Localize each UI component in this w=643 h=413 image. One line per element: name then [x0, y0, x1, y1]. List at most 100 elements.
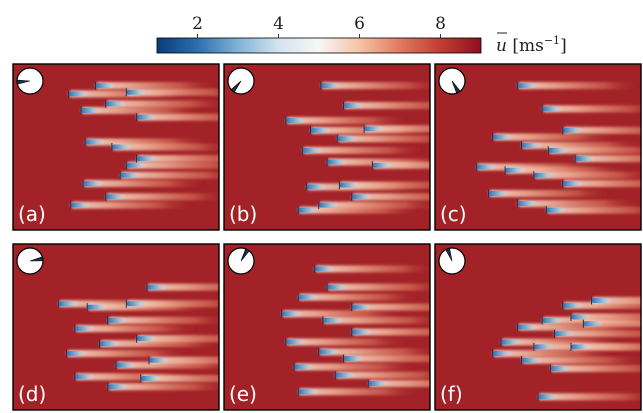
panel-frame — [223, 243, 431, 411]
turbine-deficit — [542, 317, 563, 323]
turbine-wake — [521, 356, 641, 364]
turbine-wake — [298, 293, 422, 301]
turbine-deficit — [136, 114, 157, 120]
turbine-wake — [80, 106, 205, 114]
colorbar-tick-label: 4 — [273, 14, 284, 34]
turbine-deficit — [591, 297, 612, 303]
panel-field — [224, 64, 430, 230]
colorbar-gradient — [156, 37, 482, 54]
turbine-wake — [314, 265, 430, 273]
turbine-wake — [95, 82, 219, 90]
turbine-wake — [281, 310, 406, 318]
turbine-deficit — [107, 384, 128, 390]
turbine-deficit — [488, 190, 509, 196]
panel-label: (a) — [18, 202, 46, 226]
colorbar-tick-label: 2 — [192, 14, 203, 34]
wind-direction-wedge — [230, 80, 242, 93]
turbine-deficit — [337, 136, 358, 142]
turbine-wake — [66, 350, 191, 358]
turbine-deficit — [298, 294, 319, 300]
turbine-deficit — [550, 366, 571, 371]
panel-frame — [434, 243, 642, 411]
turbine-wake — [140, 374, 219, 382]
turbine-deficit — [492, 351, 513, 357]
turbine-wake — [70, 201, 195, 209]
panel-field — [435, 64, 641, 230]
turbine-wake — [285, 116, 410, 124]
turbine-deficit — [111, 144, 132, 150]
turbine-wake — [337, 135, 430, 143]
panel-frame — [434, 63, 642, 231]
turbine-deficit — [146, 284, 167, 290]
turbine-wake — [107, 316, 219, 324]
turbine-deficit — [517, 200, 538, 206]
turbine-deficit — [126, 89, 147, 95]
turbine-wake — [533, 171, 641, 179]
turbine-deficit — [322, 317, 343, 323]
turbine-deficit — [562, 181, 583, 187]
turbine-wake — [517, 82, 641, 90]
turbine-wake — [105, 193, 219, 201]
turbine-deficit — [533, 172, 554, 178]
turbine-deficit — [83, 181, 104, 187]
panel-b: (b) — [223, 63, 431, 231]
turbine-deficit — [517, 83, 538, 89]
wind-direction-wedge — [445, 247, 453, 262]
panel-field — [13, 244, 219, 410]
panel-frame — [223, 63, 431, 231]
turbine-wake — [320, 82, 430, 90]
wind-direction-wedge — [451, 80, 461, 94]
turbine-deficit — [107, 317, 128, 323]
turbine-wake — [298, 388, 422, 396]
turbine-deficit — [364, 126, 385, 132]
turbine-deficit — [320, 83, 341, 89]
turbine-deficit — [87, 304, 108, 310]
turbine-deficit — [542, 106, 563, 112]
turbine-wake — [120, 171, 219, 179]
panel-label: (d) — [18, 382, 46, 406]
turbine-deficit — [548, 147, 569, 153]
turbine-wake — [351, 193, 430, 201]
turbine-wake — [318, 348, 430, 356]
panel-f: (f) — [434, 243, 642, 411]
turbine-wake — [111, 143, 219, 151]
colorbar-label-exponent: −1 — [544, 34, 560, 47]
turbine-deficit — [521, 142, 542, 148]
turbine-deficit — [298, 207, 319, 213]
turbine-wake — [285, 338, 410, 346]
turbine-wake — [492, 133, 617, 141]
panel-label: (e) — [229, 382, 257, 406]
turbine-wake — [105, 100, 219, 108]
turbine-wake — [327, 283, 430, 291]
colorbar: 2 4 6 8 u [ms−1] — [156, 14, 567, 56]
turbine-deficit — [314, 266, 335, 272]
turbine-deficit — [105, 194, 126, 200]
turbine-wake — [136, 113, 219, 121]
panel-field — [13, 64, 219, 230]
turbine-wake — [294, 363, 418, 371]
colorbar-label-symbol: u — [496, 36, 507, 56]
turbine-deficit — [298, 389, 319, 395]
turbine-deficit — [351, 304, 372, 310]
turbine-wake — [126, 161, 219, 169]
turbine-wake — [562, 126, 641, 134]
turbine-deficit — [310, 127, 331, 133]
wind-direction-wedge — [240, 248, 250, 262]
turbine-wake — [126, 88, 219, 96]
turbine-deficit — [95, 83, 116, 89]
turbine-deficit — [583, 321, 604, 327]
colorbar-label-units: [ms — [507, 36, 544, 56]
turbine-wake — [542, 105, 641, 113]
turbine-deficit — [500, 339, 521, 345]
wind-direction-wedge — [29, 256, 44, 262]
turbine-deficit — [136, 336, 157, 342]
turbine-deficit — [476, 164, 497, 170]
turbine-wake — [83, 180, 207, 188]
turbine-deficit — [285, 339, 306, 345]
turbine-deficit — [66, 351, 87, 357]
turbine-wake — [343, 355, 430, 363]
turbine-wake — [546, 206, 641, 214]
panel-d: (d) — [12, 243, 220, 411]
panels-grid: (a) (b) (c) (d) (e) (f) — [12, 63, 642, 411]
turbine-deficit — [575, 156, 596, 162]
